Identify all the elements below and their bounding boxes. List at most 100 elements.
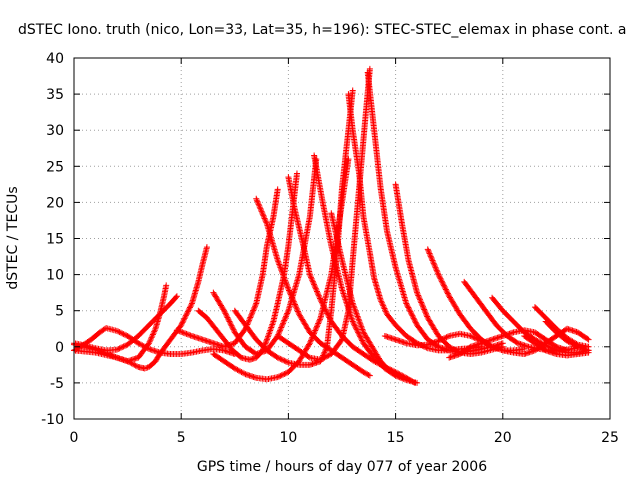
data-point [404,303,411,310]
data-point [163,282,170,289]
data-point [115,346,122,353]
data-point [245,318,252,325]
y-tick-label: 10 [46,268,64,284]
data-point [180,318,187,325]
data-point [280,318,287,325]
data-point [276,328,283,335]
data-point [569,340,576,347]
data-point [352,307,359,314]
data-point [440,335,447,342]
data-point [261,215,268,222]
data-point [434,270,441,277]
data-point [425,249,432,256]
data-point [418,299,425,306]
data-point [489,343,496,350]
data-point [448,345,455,352]
data-point [129,361,136,368]
data-point [294,308,301,315]
data-point [287,291,294,298]
data-point [450,345,457,352]
data-point [283,280,290,287]
data-point [307,273,314,280]
data-point [262,216,269,223]
data-point [120,331,127,338]
data-point [146,340,153,347]
data-point [422,310,429,317]
data-point [277,372,284,379]
data-point [291,301,298,308]
data-point [313,324,320,331]
data-point [318,356,325,363]
data-point [288,294,295,301]
data-series [328,210,406,381]
data-point [278,324,285,331]
data-point [417,298,424,305]
data-point [309,278,316,285]
data-point [263,337,270,344]
data-point [292,302,299,309]
data-point [203,244,210,251]
data-point [227,321,234,328]
data-point [279,270,286,277]
data-point [357,333,364,340]
data-point [116,345,123,352]
data-point [446,343,453,350]
data-point [361,369,368,376]
data-point [352,309,359,316]
data-point [252,301,259,308]
data-point [258,208,265,215]
data-point [430,260,437,267]
data-point [117,329,124,336]
data-point [431,261,438,268]
data-point [226,318,233,325]
data-point [221,309,228,316]
data-point [284,309,291,316]
data-point [113,346,120,353]
data-point [293,304,300,311]
chart-title: dSTEC Iono. truth (nico, Lon=33, Lat=35,… [18,22,626,38]
data-point [238,369,245,376]
data-series [521,332,592,359]
data-point [149,331,156,338]
data-point [289,295,296,302]
data-point [262,218,269,225]
data-point [324,353,331,360]
data-point [322,348,329,355]
data-point [352,323,359,330]
data-point [256,204,263,211]
data-point [313,323,320,330]
data-point [173,327,180,334]
data-point [573,343,580,350]
data-point [428,256,435,263]
data-point [312,285,319,292]
data-point [382,306,389,313]
data-point [403,301,410,308]
data-point [183,330,190,337]
data-point [309,334,316,341]
data-point [572,342,579,349]
data-point [312,326,319,333]
data-point [274,354,281,361]
data-point [252,303,259,310]
data-point [185,307,192,314]
data-point [182,330,189,337]
data-point [427,251,434,258]
data-point [124,358,131,365]
data-point [284,284,291,291]
data-point [357,320,364,327]
data-point [444,290,451,297]
data-point [275,260,282,267]
data-point [314,289,321,296]
data-point [392,371,399,378]
data-point [399,374,406,381]
data-point [416,295,423,302]
data-point [410,314,417,321]
data-point [260,214,267,221]
data-point [380,304,387,311]
data-point [397,373,404,380]
data-point [280,271,287,278]
data-point [280,320,287,327]
data-point [425,247,432,254]
data-point [364,371,371,378]
data-point [254,198,261,205]
